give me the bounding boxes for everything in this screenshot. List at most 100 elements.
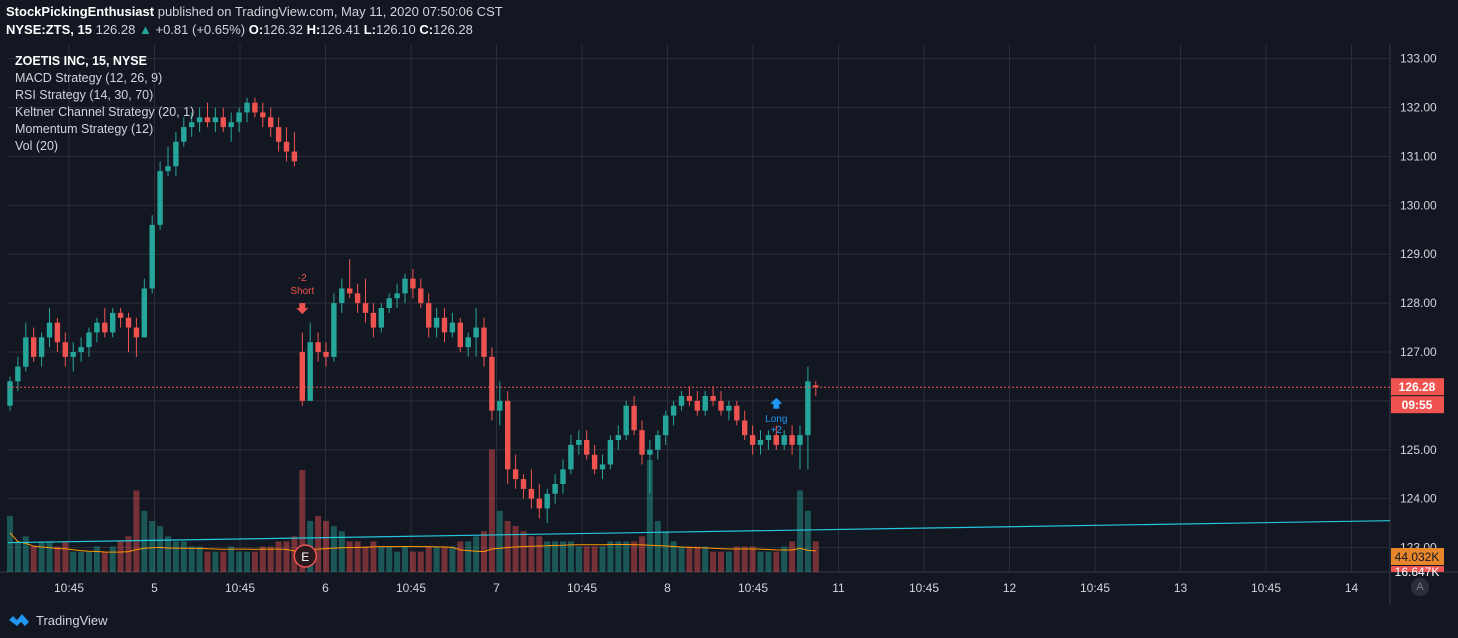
candle-body <box>473 327 479 338</box>
x-tick-label: 6 <box>322 581 329 595</box>
volume-bar <box>259 546 266 572</box>
close-value: 126.28 <box>433 22 473 37</box>
candle-body <box>765 435 772 440</box>
volume-bar <box>694 546 701 572</box>
volume-bar <box>425 546 432 572</box>
long-signal-label: Long <box>765 414 787 425</box>
volume-bar <box>212 551 219 572</box>
volume-bar <box>165 536 171 572</box>
volume-bar <box>386 546 393 572</box>
candle-body <box>204 117 211 123</box>
change-value: +0.81 (+0.65%) <box>155 22 246 37</box>
volume-bar <box>22 536 29 572</box>
candle-body <box>813 385 819 388</box>
candle-body <box>181 127 187 142</box>
candle-body <box>110 312 116 333</box>
volume-bar <box>7 515 13 572</box>
countdown-label: 09:55 <box>1402 398 1433 412</box>
open-label: O: <box>248 22 264 37</box>
volume-bar <box>109 546 116 572</box>
publish-info: StockPickingEnthusiast published on Trad… <box>6 4 503 19</box>
x-tick-label: 10:45 <box>225 581 255 595</box>
volume-bar <box>599 546 606 572</box>
candle-body <box>394 293 400 299</box>
candle-body <box>647 449 653 455</box>
candle-body <box>805 381 811 436</box>
legend-item-volume[interactable]: Vol (20) <box>15 139 59 153</box>
volume-bar <box>141 510 148 572</box>
volume-bar <box>409 551 416 572</box>
volume-badge-2 <box>1391 566 1444 572</box>
candle-body <box>94 322 100 333</box>
candle-body <box>252 102 258 113</box>
volume-bar <box>433 546 440 572</box>
volume-bar <box>172 541 179 572</box>
legend-item-macd[interactable]: MACD Strategy (12, 26, 9) <box>15 71 163 85</box>
candle-body <box>426 303 432 328</box>
volume-bar <box>133 490 140 572</box>
x-tick-label: 10:45 <box>1251 581 1281 595</box>
volume-bar <box>188 546 195 572</box>
volume-bar <box>330 526 337 572</box>
volume-bar <box>733 546 740 572</box>
volume-bar <box>457 541 464 572</box>
candle-body <box>568 444 574 470</box>
short-signal-label: Short <box>290 286 314 297</box>
volume-bar <box>496 510 503 572</box>
candle-body <box>639 430 645 455</box>
long-arrow-icon <box>770 397 783 409</box>
candle-body <box>331 303 337 357</box>
volume-bar <box>757 551 764 572</box>
volume-bar <box>46 541 53 572</box>
volume-bars <box>7 449 819 572</box>
volume-bar <box>275 541 282 572</box>
candle-body <box>339 288 345 304</box>
volume-bar <box>646 459 653 572</box>
footer-brand[interactable]: TradingView <box>8 610 108 630</box>
legend-item-momentum[interactable]: Momentum Strategy (12) <box>15 122 154 136</box>
volume-bar <box>30 546 37 572</box>
volume-bar <box>267 546 274 572</box>
legend-item-keltner[interactable]: Keltner Channel Strategy (20, 1) <box>15 105 195 119</box>
volume-bar <box>488 449 495 572</box>
volume-bar <box>283 541 290 572</box>
brand-name: TradingView <box>36 612 108 628</box>
candle-body <box>599 464 606 470</box>
volume-bar <box>62 541 69 572</box>
candle-body <box>773 435 779 445</box>
candle-body <box>386 298 392 308</box>
volume-bar <box>512 526 519 572</box>
x-tick-label: 14 <box>1345 581 1359 595</box>
candle-body <box>62 342 68 357</box>
volume-bar <box>702 546 709 572</box>
volume-bar <box>789 541 796 572</box>
tradingview-logo-icon <box>9 614 29 626</box>
author-name[interactable]: StockPickingEnthusiast <box>6 4 155 19</box>
candle-body <box>378 308 384 328</box>
x-tick-label: 12 <box>1003 581 1017 595</box>
candle-body <box>710 396 716 401</box>
low-value: 126.10 <box>375 22 416 37</box>
volume-bar <box>797 490 803 572</box>
legend-item-rsi[interactable]: RSI Strategy (14, 30, 70) <box>15 88 154 102</box>
x-tick-label: 10:45 <box>1080 581 1110 595</box>
candle-body <box>781 435 787 445</box>
candle-body <box>694 400 700 411</box>
up-arrow-icon: ▲ <box>138 22 152 37</box>
auto-scale-button[interactable]: A <box>1411 578 1429 596</box>
candle-body <box>670 405 677 416</box>
candle-body <box>31 337 37 357</box>
x-tick-label: 11 <box>832 581 845 595</box>
volume-bar <box>346 541 353 572</box>
volume-bar <box>370 541 377 572</box>
volume-bar <box>196 546 203 572</box>
candle-body <box>268 117 274 128</box>
volume-bar <box>710 551 717 572</box>
volume-bar <box>394 551 401 572</box>
candle-body <box>655 435 661 450</box>
candle-body <box>54 322 61 343</box>
price-chart[interactable]: 133.00 132.00 131.00 130.00 129.00 128.00 127.… <box>0 0 1458 605</box>
volume-bar <box>236 551 243 572</box>
volume-bar <box>623 541 630 572</box>
candle-body <box>734 405 740 421</box>
